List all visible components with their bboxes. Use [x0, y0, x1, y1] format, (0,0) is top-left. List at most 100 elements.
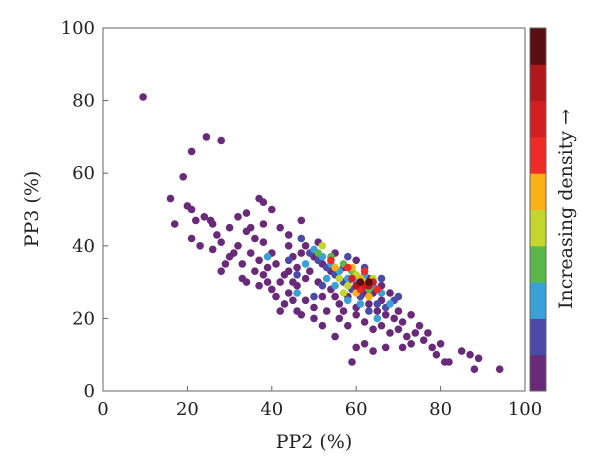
scatter-points [139, 93, 504, 374]
scatter-point [234, 213, 242, 221]
scatter-point [310, 303, 318, 312]
x-tick-label: 0 [97, 399, 108, 420]
scatter-point [221, 260, 230, 268]
scatter-point [263, 278, 272, 286]
scatter-point [139, 93, 147, 101]
scatter-point [187, 205, 196, 214]
scatter-point [407, 340, 415, 348]
scatter-point [170, 220, 179, 228]
scatter-point [381, 343, 390, 352]
scatter-point [259, 220, 268, 228]
scatter-point [263, 263, 272, 272]
scatter-point [297, 216, 306, 225]
scatter-point [213, 231, 221, 239]
scatter-point [348, 358, 356, 366]
scatter-point [411, 329, 420, 337]
y-tick-label: 100 [61, 18, 95, 39]
scatter-point [394, 307, 403, 315]
scatter-point [318, 281, 327, 290]
scatter-point [263, 252, 272, 261]
scatter-point [192, 216, 200, 225]
scatter-point [268, 205, 276, 214]
scatter-point [344, 263, 352, 272]
scatter-point [474, 354, 483, 363]
scatter-point [179, 173, 187, 181]
y-tick-label: 60 [72, 163, 95, 184]
scatter-point [344, 281, 352, 290]
density-colorbar [529, 27, 547, 392]
scatter-point [251, 234, 259, 243]
scatter-point [280, 300, 289, 308]
scatter-point [289, 278, 297, 286]
scatter-point [202, 133, 211, 141]
scatter-point [365, 292, 373, 301]
scatter-point [394, 292, 403, 301]
scatter-point [403, 332, 411, 341]
scatter-point [322, 307, 331, 315]
scatter-point [365, 307, 373, 315]
scatter-point [466, 350, 474, 359]
plot-frame [102, 27, 526, 392]
scatter-point [377, 274, 386, 283]
colorbar-segment [530, 354, 546, 392]
scatter-point [208, 220, 217, 228]
scatter-point [373, 285, 382, 294]
scatter-point [428, 343, 437, 352]
scatter-point [284, 242, 293, 250]
scatter-point [344, 252, 352, 261]
scatter-point [272, 260, 280, 268]
scatter-point [310, 314, 318, 323]
scatter-point [335, 274, 344, 283]
scatter-point [373, 314, 382, 323]
scatter-point [255, 256, 263, 265]
scatter-point [238, 274, 247, 283]
scatter-point [187, 234, 196, 243]
scatter-point [297, 249, 306, 257]
scatter-point [276, 278, 285, 286]
scatter-point [352, 311, 361, 319]
scatter-point [318, 321, 327, 330]
scatter-point [339, 307, 348, 315]
scatter-point [348, 274, 356, 283]
x-axis-title: PP2 (%) [276, 431, 353, 453]
scatter-point [259, 198, 268, 206]
scatter-point [238, 260, 247, 268]
scatter-point [187, 147, 196, 156]
scatter-point [436, 340, 445, 348]
scatter-point [407, 311, 415, 319]
scatter-point [360, 340, 369, 348]
scatter-point [255, 281, 263, 290]
scatter-point [293, 271, 301, 279]
scatter-point [365, 300, 373, 308]
scatter-point [398, 343, 407, 352]
scatter-point [445, 358, 453, 366]
scatter-point [301, 260, 310, 268]
scatter-point [352, 256, 361, 265]
scatter-point [344, 321, 352, 330]
scatter-point [284, 231, 293, 239]
scatter-point [301, 242, 310, 250]
scatter-point [356, 300, 365, 308]
scatter-point [360, 267, 369, 276]
scatter-point [272, 292, 280, 301]
x-tick-label: 20 [176, 399, 199, 420]
scatter-point [331, 263, 339, 272]
scatter-point [327, 256, 335, 265]
scatter-point [276, 307, 285, 315]
scatter-point [280, 271, 289, 279]
scatter-point [289, 296, 297, 305]
scatter-point [196, 242, 204, 250]
colorbar-segment [530, 136, 546, 174]
scatter-point [268, 285, 276, 294]
scatter-point [386, 300, 394, 308]
scatter-point [276, 223, 285, 232]
colorbar-segment [530, 245, 546, 283]
scatter-point [365, 278, 373, 286]
colorbar-segment [530, 64, 546, 102]
x-tick-label: 80 [429, 399, 452, 420]
scatter-point [301, 274, 310, 283]
scatter-point [356, 278, 365, 286]
scatter-point [293, 289, 301, 297]
scatter-point [322, 274, 331, 283]
scatter-point [419, 336, 428, 345]
